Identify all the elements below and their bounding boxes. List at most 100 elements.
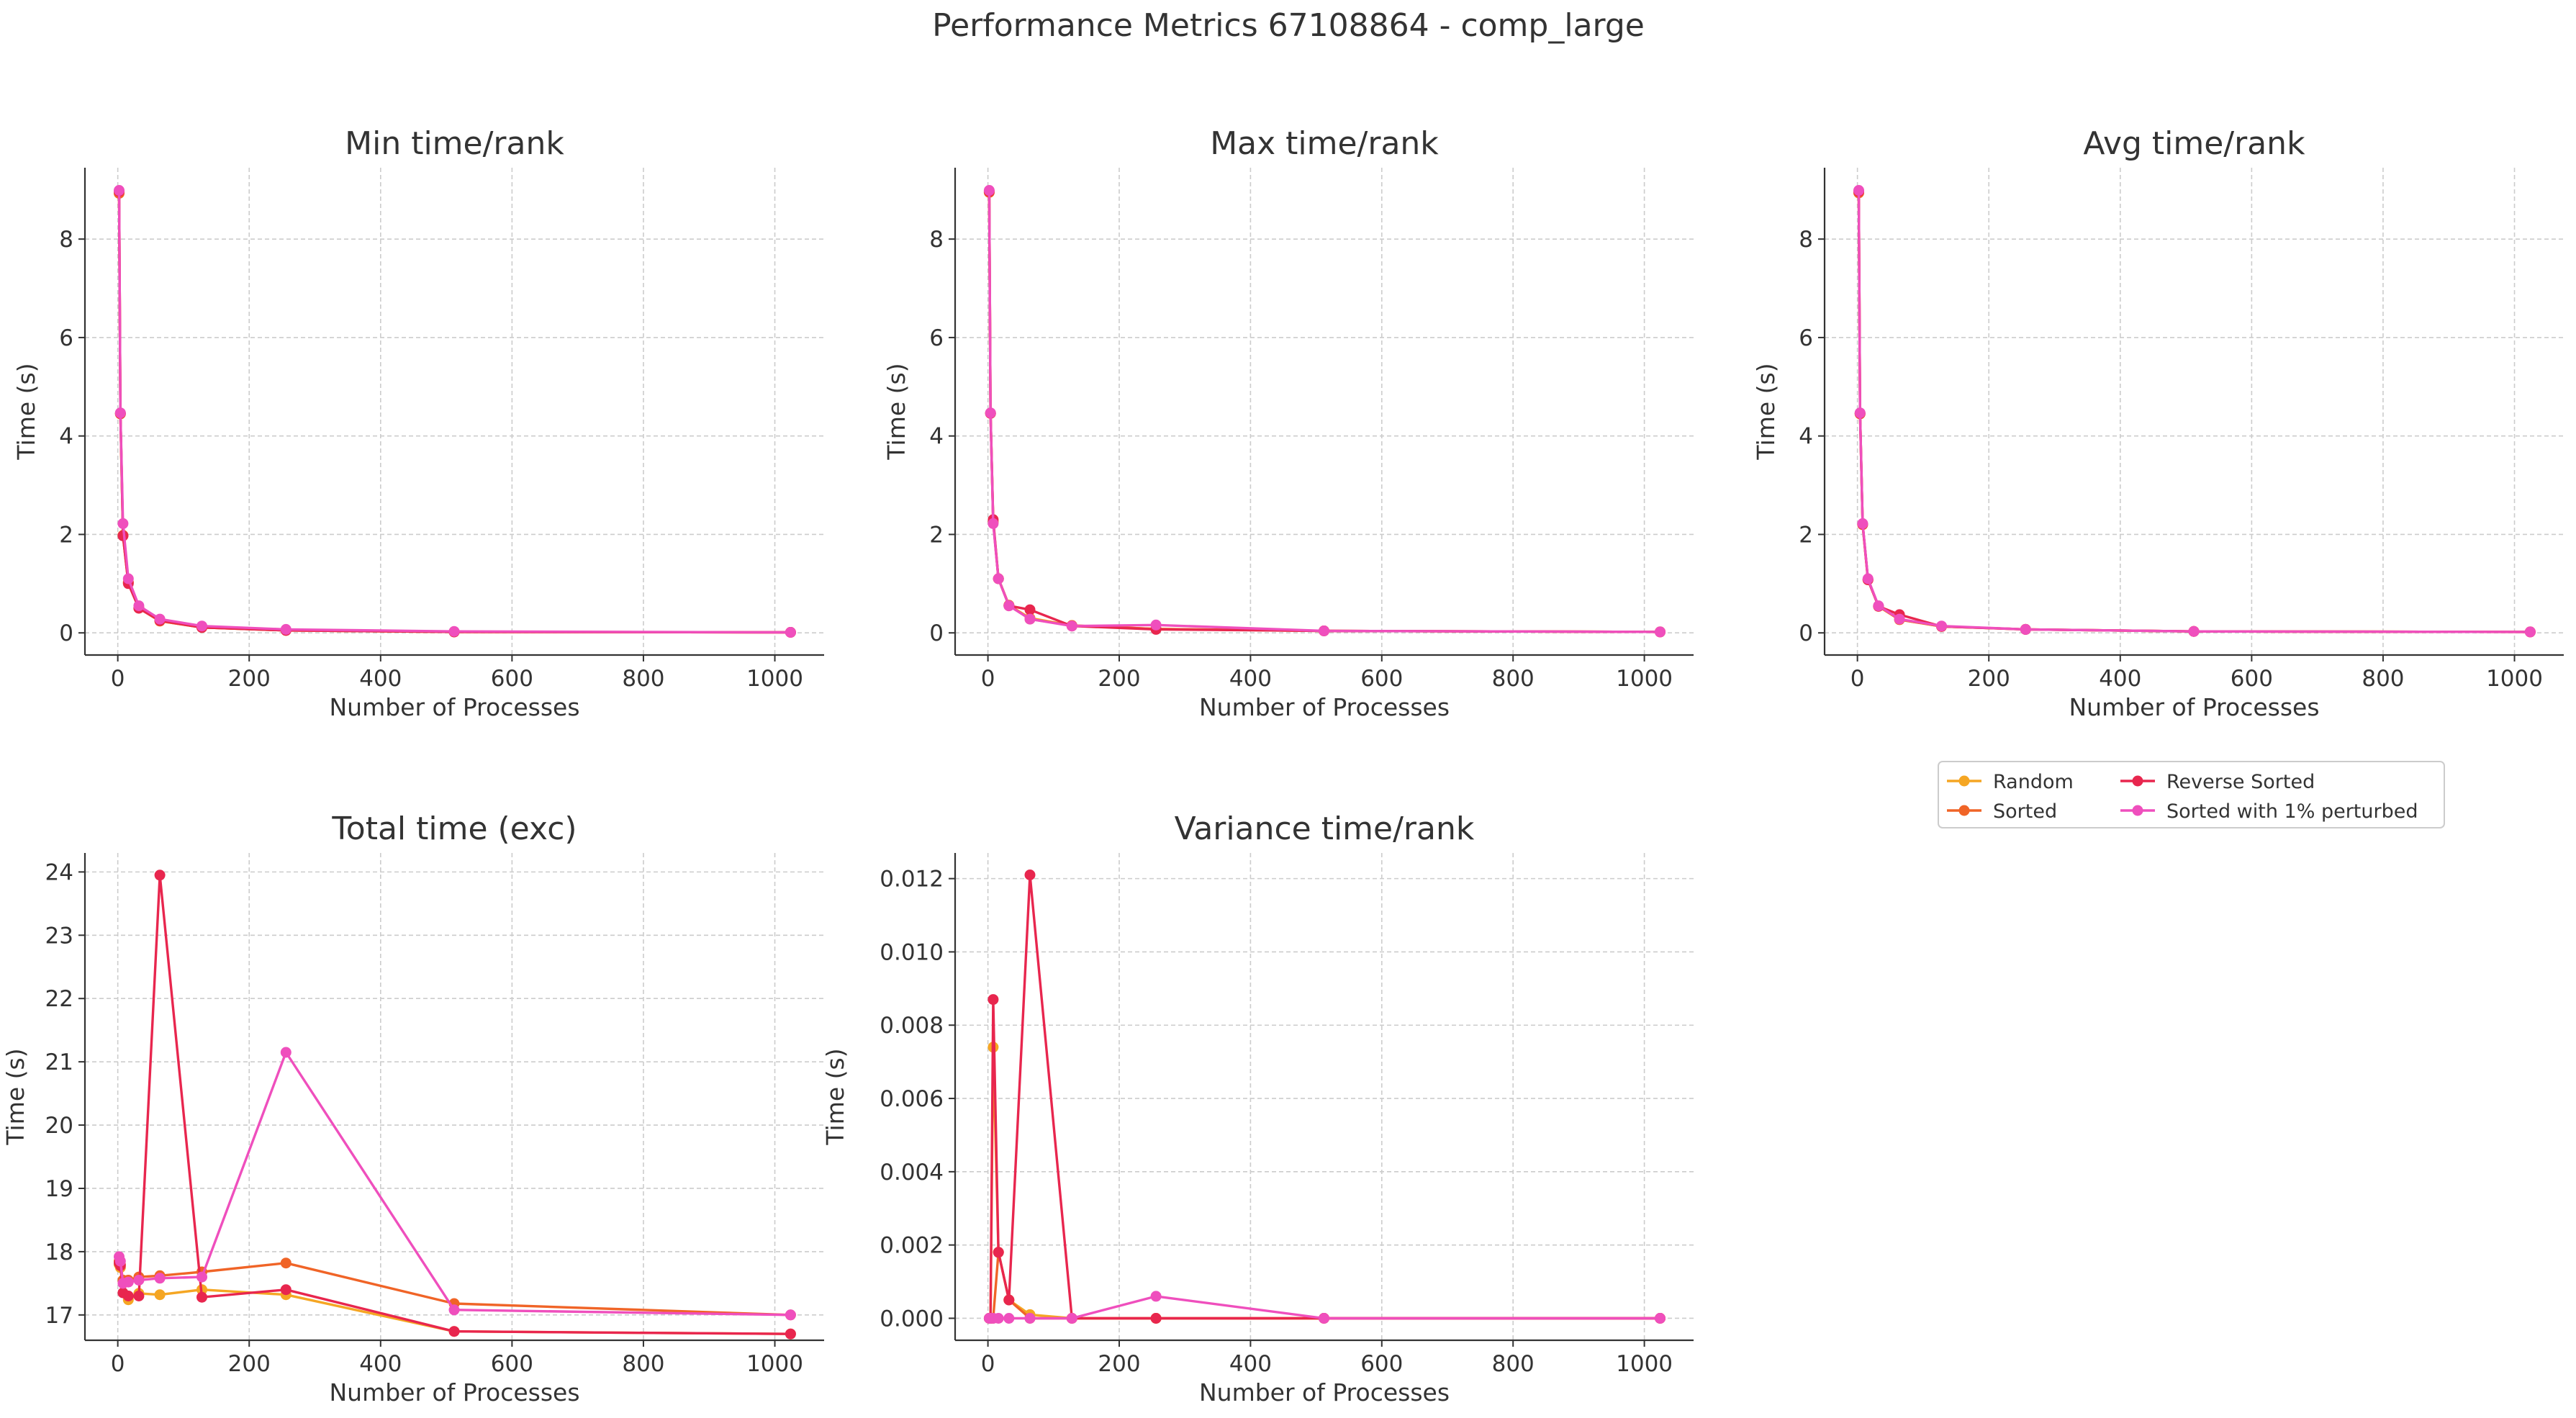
data-point-reverse-sorted: [448, 1326, 460, 1337]
data-point-sorted-with-1-perturbed: [2188, 626, 2200, 637]
data-point-sorted-with-1-perturbed: [988, 518, 999, 529]
data-point-sorted-with-1-perturbed: [1655, 626, 1666, 638]
x-axis-label: Number of Processes: [1199, 1378, 1450, 1406]
legend-label: Sorted: [1993, 800, 2057, 823]
legend: Random Sorted Reverse Sorted Sorted with 1%…: [1938, 761, 2445, 828]
data-point-sorted-with-1-perturbed: [114, 1255, 126, 1267]
data-point-sorted-with-1-perturbed: [985, 407, 996, 419]
legend-marker: [2132, 805, 2143, 816]
data-point-sorted-with-1-perturbed: [1862, 573, 1874, 584]
y-axis-label: Time (s): [1752, 363, 1780, 460]
y-tick-label: 0.012: [880, 867, 944, 893]
data-point-reverse-sorted: [280, 1284, 292, 1296]
y-tick-label: 8: [929, 227, 944, 253]
y-tick-label: 19: [45, 1176, 73, 1202]
x-tick-label: 1000: [746, 666, 803, 692]
data-point-sorted-with-1-perturbed: [448, 1304, 460, 1316]
y-tick-label: 0.002: [880, 1233, 944, 1259]
legend-marker: [2132, 775, 2143, 787]
data-point-sorted-with-1-perturbed: [1319, 626, 1329, 636]
data-point-sorted-with-1-perturbed: [117, 518, 129, 529]
x-tick-label: 1000: [1616, 1351, 1673, 1377]
x-tick-label: 800: [2362, 666, 2404, 692]
data-point-reverse-sorted: [785, 1328, 796, 1340]
x-tick-label: 1000: [1616, 666, 1673, 692]
y-tick-label: 0.008: [880, 1013, 944, 1039]
series-line-reverse-sorted: [989, 873, 1660, 1320]
data-point-sorted-with-1-perturbed: [1024, 1313, 1036, 1324]
x-tick-label: 0: [111, 666, 125, 692]
y-tick-label: 18: [45, 1239, 73, 1265]
y-tick-label: 4: [929, 424, 944, 450]
data-point-sorted: [280, 1257, 292, 1269]
data-point-reverse-sorted: [1024, 870, 1036, 880]
x-tick-label: 600: [1360, 1351, 1403, 1377]
data-point-sorted-with-1-perturbed: [1003, 1313, 1015, 1324]
data-point-sorted-with-1-perturbed: [154, 613, 166, 625]
y-tick-label: 20: [45, 1113, 73, 1139]
figure-title: Performance Metrics 67108864 - comp_larg…: [932, 7, 1645, 44]
data-point-reverse-sorted: [122, 1291, 134, 1301]
legend-label: Random: [1993, 771, 2074, 793]
x-tick-label: 600: [491, 1351, 533, 1377]
y-tick-label: 0.004: [880, 1160, 944, 1186]
x-tick-label: 600: [2231, 666, 2273, 692]
data-point-sorted-with-1-perturbed: [1936, 620, 1947, 632]
x-tick-label: 200: [228, 1351, 271, 1377]
data-point-sorted-with-1-perturbed: [2524, 626, 2536, 638]
chart-title: Min time/rank: [345, 125, 564, 162]
data-point-sorted-with-1-perturbed: [1150, 1291, 1162, 1302]
y-tick-label: 17: [45, 1303, 73, 1329]
data-point-sorted-with-1-perturbed: [280, 623, 292, 635]
data-point-reverse-sorted: [154, 870, 166, 881]
data-point-reverse-sorted: [993, 1247, 1004, 1258]
legend-marker: [1958, 805, 1970, 816]
data-point-sorted-with-1-perturbed: [196, 620, 207, 632]
series-line-sorted-with-1-perturbed: [117, 190, 791, 634]
legend-item-sorted-with-1-perturbed: Sorted with 1% perturbed: [2120, 800, 2418, 823]
legend-item-sorted: Sorted: [1947, 800, 2057, 823]
y-tick-label: 6: [929, 325, 944, 351]
x-tick-label: 200: [228, 666, 271, 692]
data-point-reverse-sorted: [1150, 1313, 1162, 1324]
data-point-random: [154, 1289, 166, 1301]
y-tick-label: 24: [45, 859, 73, 885]
data-point-sorted-with-1-perturbed: [1655, 1313, 1666, 1324]
data-point-sorted-with-1-perturbed: [1894, 613, 1905, 625]
y-tick-label: 2: [929, 522, 944, 548]
data-point-sorted-with-1-perturbed: [154, 1273, 166, 1284]
x-tick-label: 200: [1098, 666, 1140, 692]
data-point-sorted-with-1-perturbed: [122, 1276, 134, 1288]
data-point-reverse-sorted: [1003, 1294, 1015, 1306]
legend-item-random: Random: [1947, 771, 2074, 793]
data-point-reverse-sorted: [196, 1291, 207, 1303]
x-tick-label: 1000: [2486, 666, 2543, 692]
x-tick-label: 0: [981, 1351, 995, 1377]
y-tick-label: 22: [45, 986, 73, 1012]
data-point-sorted-with-1-perturbed: [1003, 600, 1015, 612]
y-tick-label: 0: [59, 620, 73, 646]
y-tick-label: 8: [59, 227, 73, 253]
chart-title: Max time/rank: [1210, 125, 1439, 162]
chart-title: Variance time/rank: [1175, 810, 1475, 847]
data-point-sorted-with-1-perturbed: [122, 573, 134, 584]
y-tick-label: 0: [929, 620, 944, 646]
data-point-sorted-with-1-perturbed: [785, 627, 796, 638]
series-line-sorted-with-1-perturbed: [1857, 190, 2531, 633]
x-tick-label: 400: [359, 666, 402, 692]
data-point-sorted-with-1-perturbed: [1150, 619, 1162, 631]
x-tick-label: 800: [622, 666, 664, 692]
data-point-sorted-with-1-perturbed: [993, 573, 1004, 584]
chart-panel-total-time-exc: 0 200 400 600 800 1000 17 18 19 20 21 22 23 24 Total t…: [1, 810, 824, 1406]
y-axis-label: Time (s): [1, 1048, 30, 1145]
x-tick-label: 200: [1968, 666, 2010, 692]
x-tick-label: 400: [359, 1351, 402, 1377]
data-point-reverse-sorted: [988, 994, 999, 1006]
y-tick-label: 0: [1799, 620, 1813, 646]
chart-panel-max-time-rank: 0 200 400 600 800 1000 0 2 4 6 8 Max time/rank Numbe…: [882, 125, 1694, 721]
y-tick-label: 21: [45, 1049, 73, 1075]
y-axis-label: Time (s): [12, 363, 40, 460]
data-point-sorted-with-1-perturbed: [1066, 1313, 1077, 1324]
y-tick-label: 8: [1799, 227, 1813, 253]
